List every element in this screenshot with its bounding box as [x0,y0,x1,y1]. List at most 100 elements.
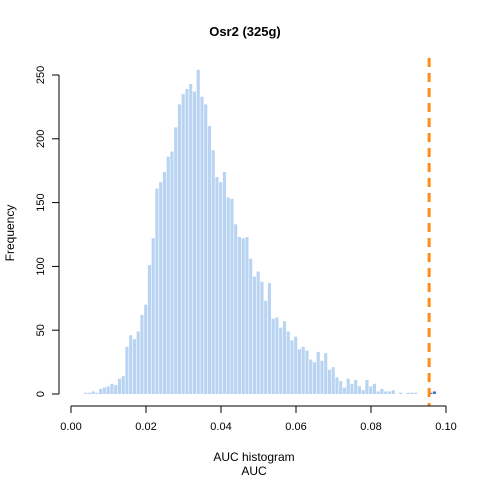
histogram-bar [110,383,114,394]
histogram-bar [237,237,242,394]
histogram-bar [249,258,253,394]
histogram-bar [387,391,392,394]
histogram-bar [241,238,245,394]
histogram-bar [384,391,388,394]
histogram-bar [282,321,287,394]
histogram-bar [376,391,380,394]
histogram-bar [177,104,182,394]
histogram-bar [121,376,125,394]
histogram-bar [84,392,88,394]
histogram-bar [429,392,433,394]
histogram-bar [297,349,302,394]
histogram-bar [324,353,328,394]
x-tick-label: 0.02 [135,421,156,433]
bars-group [84,69,437,395]
histogram-bar [320,360,324,394]
y-axis: 0 50 100 150 200 250 [35,66,60,397]
histogram-bar [155,188,159,394]
histogram-bar [140,314,144,394]
histogram-bar [102,387,107,394]
x-axis-sublabel: AUC [241,464,267,478]
histogram-bar [305,350,309,394]
histogram-bar [316,351,320,394]
histogram-bar [406,392,410,394]
histogram-bar [151,238,155,394]
histogram-bar [219,182,223,394]
histogram-bar [256,271,260,394]
histogram-bar [312,362,317,394]
histogram-bar [331,367,335,394]
y-tick-label: 250 [35,66,47,84]
histogram-bar [414,392,418,394]
histogram-bar [309,359,313,394]
histogram-bar [234,224,238,394]
chart-title: Osr2 (325g) [209,24,281,39]
y-tick-label: 100 [35,257,47,275]
histogram-bar [339,381,343,394]
y-tick-label: 50 [35,324,47,336]
histogram-bar [114,385,118,394]
histogram-bar [391,390,395,394]
histogram-bar [215,177,219,394]
histogram-bar [260,281,264,394]
histogram-bar [147,265,152,394]
histogram-bar [192,91,197,394]
histogram-bar [335,377,339,394]
histogram-bar [170,151,174,394]
histogram-bar [275,317,279,394]
histogram-bar [327,369,332,394]
histogram-bar [207,126,212,394]
histogram-bar [399,392,403,394]
x-axis: 0.00 0.02 0.04 0.06 0.08 0.10 [60,405,457,433]
histogram-bar [361,390,365,394]
histogram-bar [211,150,215,394]
histogram-bar [162,171,167,394]
histogram-bar [129,335,133,394]
histogram-bar [91,391,95,394]
histogram-bar [196,69,200,395]
x-tick-label: 0.06 [285,421,306,433]
histogram-bar [87,392,92,394]
histogram-bar [279,327,283,394]
histogram-bar [144,304,148,394]
histogram-bar [222,171,227,394]
histogram-bar [342,387,347,394]
histogram-bar [99,388,103,394]
y-tick-label: 150 [35,193,47,211]
histogram-bar [252,276,257,394]
histogram-bar [350,383,354,394]
histogram-bar [365,379,369,394]
histogram-bar [226,197,230,394]
histogram-bar [200,96,204,394]
y-axis-label: Frequency [3,205,17,262]
histogram-bar [174,127,178,394]
x-tick-label: 0.10 [435,421,456,433]
histogram-bar [181,94,185,394]
histogram-bar [204,104,208,394]
histogram-bar [354,379,358,394]
histogram-bar [290,340,294,394]
histogram-bar [189,83,193,395]
histogram-bar [346,378,350,394]
histogram-bar [132,339,137,394]
histogram-bar [271,318,275,394]
histogram-bar [369,386,373,394]
histogram-bar [117,378,122,394]
histogram-bar [294,336,298,394]
x-tick-label: 0.00 [60,421,81,433]
histogram-bar [286,331,290,394]
histogram-bar [432,391,437,394]
histogram-bar [372,383,377,394]
x-tick-label: 0.04 [210,421,231,433]
histogram-bar [136,331,140,394]
histogram-bar [230,198,234,394]
x-tick-label: 0.08 [360,421,381,433]
y-tick-label: 200 [35,130,47,148]
histogram-bar [357,386,362,394]
y-tick-label: 0 [35,391,47,397]
histogram-bar [106,386,110,394]
histogram-bar [245,237,249,394]
histogram-bar [410,392,414,394]
